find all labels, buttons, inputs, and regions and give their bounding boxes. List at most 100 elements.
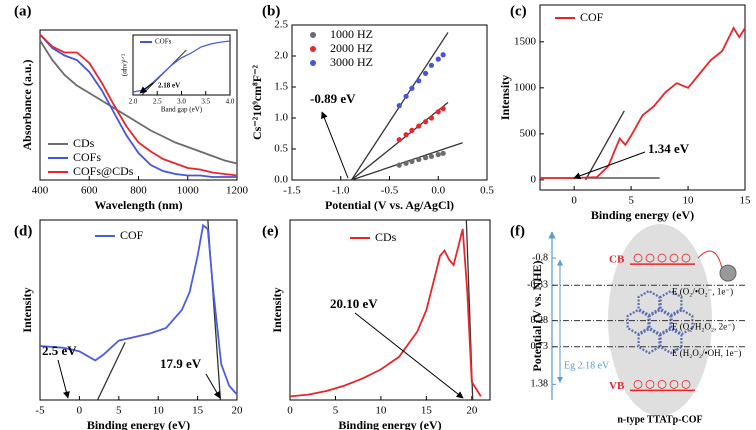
carrier xyxy=(633,253,643,263)
x-tick-label: 0 xyxy=(77,405,83,417)
cof-ring xyxy=(637,289,661,317)
y-tick-label: 0 xyxy=(531,173,537,185)
carrier xyxy=(657,253,667,263)
x-tick-label: 20 xyxy=(466,405,478,417)
data-line xyxy=(289,228,482,398)
panel-label: (e) xyxy=(262,223,279,239)
caption: n-type TTATp-COF xyxy=(617,414,702,425)
level-label: E (H₂O₂/•OH, 1e⁻) xyxy=(672,348,741,358)
x-tick-label: 5 xyxy=(628,195,634,207)
y-tick-label: -0.33 xyxy=(527,280,548,291)
plot-area xyxy=(291,24,488,181)
y-axis-label: Intensity xyxy=(270,287,284,332)
x-tick-label: 5 xyxy=(333,405,339,417)
plot-area xyxy=(289,219,491,401)
data-point xyxy=(428,115,435,121)
annotation: 1.34 eV xyxy=(648,141,690,156)
data-point xyxy=(396,103,402,109)
x-tick-label: 0.0 xyxy=(431,185,445,197)
y-axis-label: Absorbance (a.u.) xyxy=(20,59,34,150)
data-point xyxy=(422,155,429,161)
panel-label: (c) xyxy=(510,3,527,19)
x-axis-label: Wavelength (nm) xyxy=(94,198,182,212)
band-label: VB xyxy=(609,380,625,392)
arrow xyxy=(57,359,70,399)
y-tick-label: 1000 xyxy=(514,81,537,93)
data-point xyxy=(403,132,409,138)
axis-label: (αhν)¹ᐟ² xyxy=(121,54,129,76)
carrier xyxy=(633,379,643,389)
carrier xyxy=(645,253,655,263)
x-tick-label: 1000 xyxy=(177,185,200,197)
cof-ring xyxy=(626,308,650,336)
annotation: 2.5 eV xyxy=(42,343,77,358)
data-line xyxy=(540,26,746,179)
data-point xyxy=(435,109,441,115)
legend-label: 2000 HZ xyxy=(330,41,373,55)
legend-label: COFs xyxy=(73,150,101,164)
x-tick-label: 0 xyxy=(571,195,577,207)
data-point xyxy=(409,127,415,133)
x-tick-label: 400 xyxy=(32,185,49,197)
x-tick-label: 1200 xyxy=(226,185,249,197)
y-axis-label: Intensity xyxy=(20,287,34,332)
annotation: 17.9 eV xyxy=(160,356,202,371)
legend-marker xyxy=(310,46,316,52)
carrier xyxy=(681,253,691,263)
data-line xyxy=(39,40,238,165)
y-tick-label: 500 xyxy=(520,127,537,139)
cof-ring xyxy=(637,327,661,355)
data-point xyxy=(403,93,409,99)
x-tick-label: 0.5 xyxy=(480,185,494,197)
y-tick-label: 1.0 xyxy=(274,112,288,124)
arrow xyxy=(573,151,646,180)
x-tick-label: 0 xyxy=(287,405,293,417)
carrier xyxy=(669,253,679,263)
data-point xyxy=(396,137,402,143)
legend-label: COF xyxy=(580,10,604,24)
fit-line xyxy=(584,110,625,181)
data-point xyxy=(428,62,435,68)
data-point xyxy=(440,150,446,156)
arrow xyxy=(354,312,464,399)
data-point xyxy=(435,56,441,62)
data-point xyxy=(409,158,415,164)
x-tick-label: 20 xyxy=(232,405,244,417)
x-tick-label: 5 xyxy=(116,405,122,417)
panel-label: (a) xyxy=(14,3,32,19)
cd-particle xyxy=(719,264,737,282)
x-tick-label: 15 xyxy=(421,405,433,417)
annotation: -0.89 eV xyxy=(310,91,356,106)
cof-ring xyxy=(648,308,672,336)
x-tick-label: -0.5 xyxy=(381,185,399,197)
carrier xyxy=(669,379,679,389)
y-axis-label: Intensity xyxy=(498,75,512,120)
semiconductor xyxy=(608,224,712,416)
x-tick-label: 10 xyxy=(375,405,387,417)
arrow xyxy=(139,82,154,94)
legend-label: CDs xyxy=(73,136,95,150)
electron-transfer xyxy=(697,250,723,269)
x-axis-label: Binding energy (eV) xyxy=(591,208,694,222)
carrier xyxy=(657,379,667,389)
level-label: E (O₂/•O₂⁻, 1e⁻) xyxy=(672,286,733,296)
annotation: 2.18 eV xyxy=(158,82,180,90)
y-tick-label: 0.28 xyxy=(531,315,549,326)
x-tick-label: 10 xyxy=(153,405,165,417)
y-tick-label: 0.5 xyxy=(274,143,288,155)
y-tick-label: 2.0 xyxy=(274,50,288,62)
data-point xyxy=(422,70,429,76)
x-axis-label: Binding energy (eV) xyxy=(338,418,441,430)
legend-label: 3000 HZ xyxy=(330,55,373,69)
data-point xyxy=(416,78,422,84)
panel-label: (f) xyxy=(510,223,525,239)
carrier xyxy=(681,379,691,389)
panel-label: (d) xyxy=(14,223,32,239)
cof-ring xyxy=(659,289,683,317)
axis-label: Band gap (eV) xyxy=(161,106,203,114)
legend-label: COFs@CDs xyxy=(73,164,134,178)
plot-area xyxy=(539,4,746,191)
data-point xyxy=(435,151,441,158)
data-line xyxy=(39,33,238,177)
